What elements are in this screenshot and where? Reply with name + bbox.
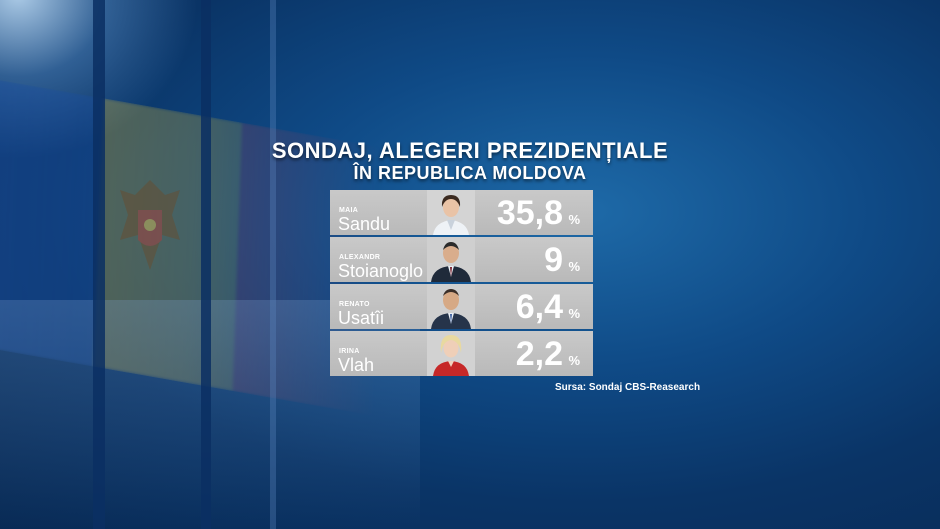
chart-subtitle: ÎN REPUBLICA MOLDOVA [353,163,587,183]
percent-unit: % [568,259,580,274]
poll-value: 2,2 [515,335,563,373]
candidate-last-name: Sandu [338,214,391,234]
poll-value: 35,8 [496,194,563,232]
table-row: MAIA Sandu 35,8 % [330,190,593,235]
candidate-first-name: ALEXANDR [339,254,381,261]
flag-pole [270,0,276,529]
candidate-photo [427,331,475,376]
chart-title: SONDAJ, ALEGERI PREZIDENȚIALE [271,138,669,163]
results-table: MAIA Sandu 35,8 % ALEXANDR Stoianoglo 9 … [330,190,593,378]
candidate-last-name: Vlah [338,355,375,375]
percent-unit: % [568,353,580,368]
table-row: RENATO Usatîi 6,4 % [330,284,593,329]
table-row: IRINA Vlah 2,2 % [330,331,593,376]
candidate-last-name: Stoianoglo [338,261,424,281]
percent-unit: % [568,212,580,227]
candidate-photo [427,284,475,329]
source-note: Sursa: Sondaj CBS-Reasearch [555,382,701,393]
poll-value: 9 [544,241,563,279]
candidate-photo [427,190,475,235]
table-row: ALEXANDR Stoianoglo 9 % [330,237,593,282]
candidate-first-name: RENATO [339,301,370,308]
poll-value: 6,4 [515,288,563,326]
flag-pole [93,0,105,529]
percent-unit: % [568,306,580,321]
flag-pole [201,0,211,529]
candidate-last-name: Usatîi [338,308,385,328]
candidate-first-name: MAIA [339,207,359,214]
coat-of-arms-icon [120,180,180,270]
candidate-first-name: IRINA [339,348,360,355]
candidate-photo [427,237,475,282]
